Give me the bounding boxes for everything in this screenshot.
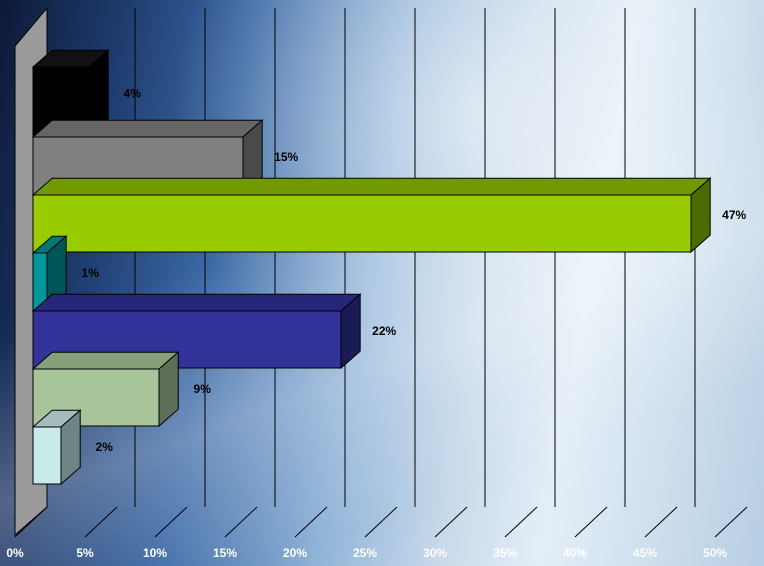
- x-axis-ticks: 0% 5% 10% 15% 20% 25% 30% 35% 40% 45% 50%: [6, 546, 727, 560]
- bar-top: [31, 351, 180, 370]
- gridline-floor: [14, 506, 48, 538]
- gridline-floor: [504, 506, 538, 538]
- tick-label: 35%: [493, 546, 517, 560]
- tick-label: 15%: [213, 546, 237, 560]
- bar-side: [60, 409, 81, 486]
- gridline-floor: [294, 506, 328, 538]
- bar-side: [46, 235, 67, 312]
- bars: [31, 49, 712, 486]
- gridline-floor: [714, 506, 748, 538]
- tick-label: 0%: [6, 546, 24, 560]
- gridline-floor: [364, 506, 398, 538]
- bar-top: [31, 119, 264, 138]
- bar-top: [31, 293, 362, 312]
- floor-edge: [15, 509, 747, 537]
- tick-label: 40%: [563, 546, 587, 560]
- bar-side: [690, 177, 711, 254]
- bar-side: [340, 293, 361, 370]
- bar: [32, 426, 62, 485]
- data-label: 15%: [274, 150, 298, 164]
- bar-top: [31, 177, 712, 196]
- bar-side: [242, 119, 263, 196]
- data-label: 1%: [82, 266, 100, 280]
- gridline-floor: [224, 506, 258, 538]
- data-label: 2%: [96, 440, 114, 454]
- bar-group: [31, 177, 712, 254]
- gridline-floor: [644, 506, 678, 538]
- gridline-floor: [154, 506, 188, 538]
- bar-group: [31, 235, 68, 312]
- gridline-floor: [84, 506, 118, 538]
- tick-label: 5%: [76, 546, 94, 560]
- data-label: 4%: [124, 87, 142, 101]
- data-label: 9%: [194, 382, 212, 396]
- tick-label: 10%: [143, 546, 167, 560]
- bar-side: [158, 351, 179, 428]
- gridline-floor: [574, 506, 608, 538]
- bar: [32, 194, 692, 253]
- tick-label: 50%: [703, 546, 727, 560]
- data-labels: 4% 15% 47% 1% 22% 9% 2%: [82, 87, 747, 455]
- gridline-floor: [434, 506, 468, 538]
- bar-group: [31, 409, 82, 486]
- tick-label: 20%: [283, 546, 307, 560]
- tick-label: 25%: [353, 546, 377, 560]
- data-label: 47%: [722, 208, 746, 222]
- tick-label: 45%: [633, 546, 657, 560]
- tick-label: 30%: [423, 546, 447, 560]
- data-label: 22%: [372, 324, 396, 338]
